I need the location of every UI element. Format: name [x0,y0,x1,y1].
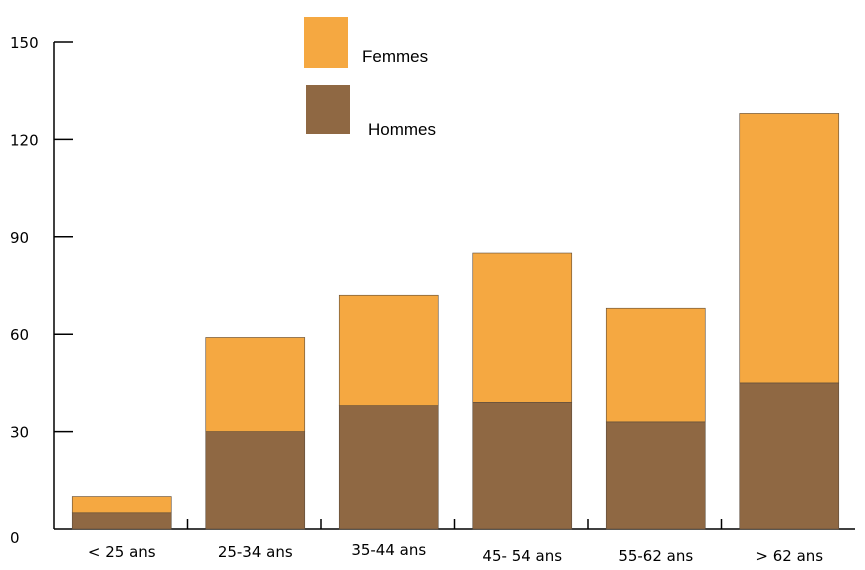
x-axis: < 25 ans 25-34 ans 35-44 ans 45- 54 ans 55-6… [54,519,855,565]
legend-label-femmes: Femmes [362,47,428,66]
x-tick-label: 35-44 ans [351,541,426,559]
legend-swatch-femmes [304,17,348,68]
legend-label-hommes: Hommes [368,120,436,139]
y-tick-label: 120 [10,131,39,149]
bar-hommes-1 [205,431,306,530]
x-tick-label: > 62 ans [755,547,823,565]
y-tick-label: 30 [10,424,29,442]
bars [71,113,840,530]
y-tick-label: 60 [10,326,29,344]
legend: Femmes Hommes [304,17,436,139]
bar-femmes-4 [605,307,706,423]
bar-femmes-5 [739,113,840,384]
bar-hommes-0 [71,512,172,530]
bar-hommes-5 [739,382,840,530]
bar-femmes-3 [472,252,573,403]
y-tick-label: 0 [10,529,20,547]
x-tick-label: 45- 54 ans [482,547,562,565]
bar-femmes-1 [205,337,306,432]
x-tick-label: 25-34 ans [218,543,293,561]
bar-hommes-4 [605,421,706,530]
legend-swatch-hommes [306,85,350,134]
y-tick-label: 90 [10,229,29,247]
bar-hommes-3 [472,402,573,530]
bar-hommes-2 [338,405,439,530]
x-tick-label: < 25 ans [88,543,156,561]
y-axis: 0 30 60 90 120 150 [10,34,73,547]
bar-femmes-2 [338,294,439,406]
x-tick-label: 55-62 ans [618,547,693,565]
bar-femmes-0 [71,496,172,514]
y-tick-label: 150 [10,34,39,52]
